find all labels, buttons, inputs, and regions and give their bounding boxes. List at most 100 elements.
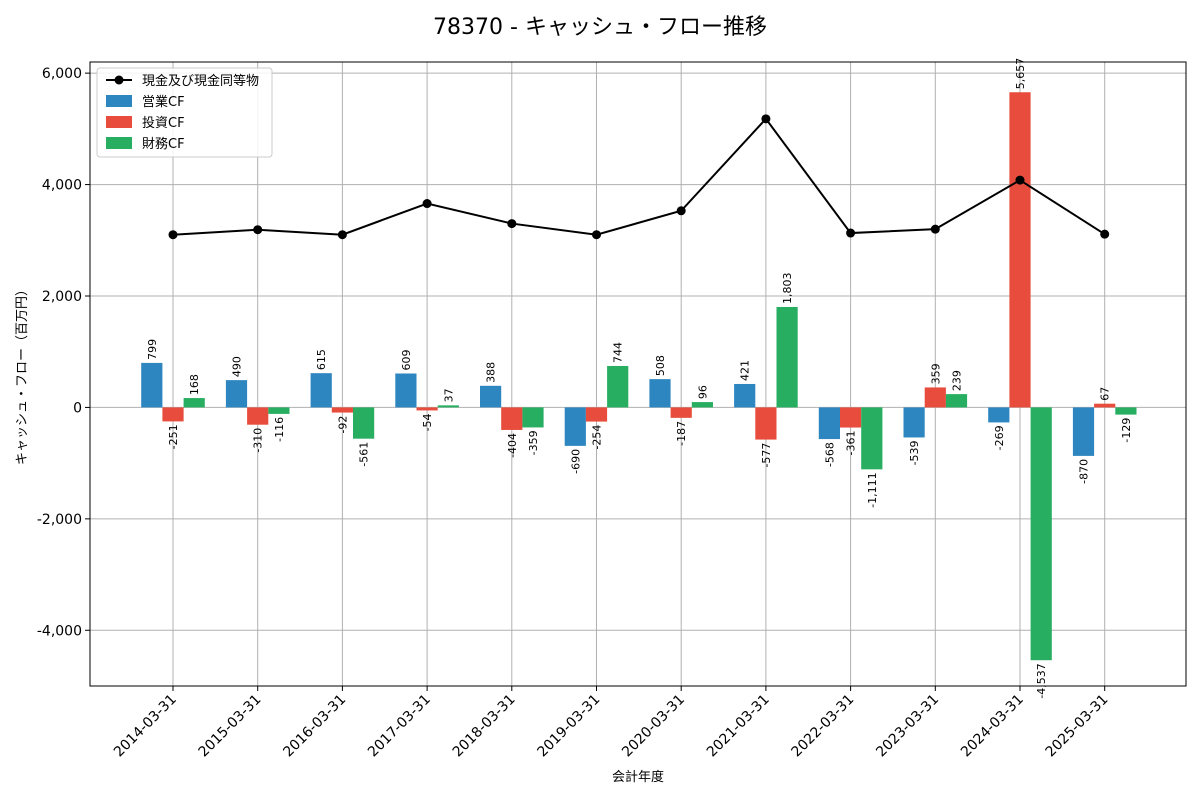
bar bbox=[564, 407, 586, 446]
bar-data-label: 168 bbox=[188, 374, 201, 395]
cash-point bbox=[676, 206, 686, 216]
x-tick-label: 2015-03-31 bbox=[196, 692, 265, 761]
bar bbox=[522, 407, 544, 428]
bar-data-label: -561 bbox=[358, 442, 371, 467]
bar bbox=[670, 407, 692, 418]
bar bbox=[395, 373, 417, 408]
bar-data-label: -404 bbox=[506, 433, 519, 458]
legend-frame bbox=[96, 67, 273, 158]
bar bbox=[649, 379, 671, 408]
x-tick-label: 2025-03-31 bbox=[1043, 692, 1112, 761]
bar bbox=[691, 402, 713, 408]
bar-layer bbox=[141, 92, 1137, 661]
bar-data-label: 5,657 bbox=[1014, 58, 1027, 90]
legend-label-cash: 現金及び現金同等物 bbox=[142, 73, 259, 89]
legend-label-financing: 財務CF bbox=[142, 137, 185, 152]
bar-data-label: -690 bbox=[569, 449, 582, 474]
legend: 現金及び現金同等物 営業CF 投資CF 財務CF bbox=[96, 67, 273, 158]
bar-data-label: 799 bbox=[146, 339, 159, 360]
x-tick-label: 2016-03-31 bbox=[280, 692, 349, 761]
bar bbox=[480, 385, 502, 408]
bar bbox=[268, 407, 290, 414]
bar bbox=[776, 306, 798, 408]
cash-point bbox=[253, 225, 263, 235]
bar bbox=[755, 407, 777, 440]
bar bbox=[903, 407, 925, 438]
x-tick-label: 2019-03-31 bbox=[534, 692, 603, 761]
bar bbox=[162, 407, 184, 422]
bar bbox=[141, 362, 163, 408]
bar-data-label: -254 bbox=[591, 425, 604, 450]
bar-data-label: -129 bbox=[1120, 418, 1133, 443]
x-tick-label: 2022-03-31 bbox=[789, 692, 858, 761]
bar-data-label: 239 bbox=[951, 370, 964, 391]
bar-data-label: -269 bbox=[993, 425, 1006, 450]
x-tick-label: 2024-03-31 bbox=[958, 692, 1027, 761]
cash-point bbox=[507, 219, 517, 229]
bar-data-label: -54 bbox=[421, 413, 434, 431]
bar bbox=[437, 405, 459, 408]
y-tick-label: 0 bbox=[73, 400, 82, 416]
cash-line bbox=[172, 117, 1106, 236]
legend-line-marker bbox=[114, 75, 124, 85]
bar bbox=[988, 407, 1010, 423]
bar-data-label: 1,803 bbox=[781, 272, 794, 304]
x-tick-label: 2021-03-31 bbox=[704, 692, 773, 761]
bar-data-label: -577 bbox=[760, 443, 773, 468]
legend-swatch-investing bbox=[106, 116, 132, 128]
bar-data-label: 615 bbox=[315, 349, 328, 370]
legend-swatch-financing bbox=[106, 137, 132, 149]
bar bbox=[225, 380, 248, 408]
cash-point bbox=[846, 228, 856, 238]
x-tick-label: 2014-03-31 bbox=[111, 692, 180, 761]
bar bbox=[734, 383, 756, 408]
bar-data-label: -187 bbox=[675, 421, 688, 446]
bar-data-label: 37 bbox=[442, 388, 455, 402]
bar-data-label: 744 bbox=[612, 342, 625, 363]
bar-data-label: -116 bbox=[273, 417, 286, 442]
cash-point bbox=[1100, 229, 1110, 239]
bar bbox=[840, 407, 862, 428]
bar-data-label: 421 bbox=[739, 360, 752, 381]
bar bbox=[247, 407, 269, 425]
cash-point bbox=[592, 230, 601, 240]
bar-data-label: -92 bbox=[336, 416, 349, 434]
bar bbox=[1115, 407, 1137, 415]
y-tick-label: -4,000 bbox=[37, 623, 82, 639]
x-tick-label: 2023-03-31 bbox=[873, 692, 942, 761]
bar-data-label: 388 bbox=[485, 362, 498, 383]
bar bbox=[331, 407, 353, 413]
y-tick-label: 4,000 bbox=[42, 178, 82, 194]
bar bbox=[945, 394, 968, 408]
bar bbox=[1009, 92, 1031, 408]
bar-data-label: -870 bbox=[1078, 459, 1091, 484]
bar-data-label: -568 bbox=[823, 442, 836, 467]
cash-point bbox=[1015, 175, 1025, 185]
x-tick-label: 2018-03-31 bbox=[450, 692, 519, 761]
chart-title: 78370 - キャッシュ・フロー推移 bbox=[433, 15, 767, 40]
plot-frame bbox=[89, 61, 1187, 687]
legend-swatch-operating bbox=[106, 95, 132, 107]
bar-data-label: -359 bbox=[527, 430, 540, 455]
bar bbox=[416, 407, 438, 411]
bar bbox=[861, 407, 883, 470]
label-layer: 799 490 615 609 388 -690 508 421 -568 -539 -269 -87… bbox=[146, 58, 1133, 699]
legend-label-operating: 営業CF bbox=[142, 94, 185, 110]
grid-layer bbox=[90, 62, 1186, 686]
bar-data-label: -310 bbox=[252, 428, 265, 453]
y-axis-label: キャッシュ・フロー（百万円） bbox=[15, 283, 30, 465]
cash-point bbox=[761, 114, 771, 124]
bar bbox=[501, 407, 523, 430]
bar bbox=[310, 373, 332, 408]
bar-data-label: 508 bbox=[654, 355, 667, 376]
bar bbox=[353, 407, 375, 439]
bar bbox=[1030, 407, 1052, 661]
cash-point bbox=[930, 224, 940, 234]
bar-data-label: -251 bbox=[167, 424, 180, 449]
bar-data-label: -361 bbox=[845, 431, 858, 456]
bar bbox=[183, 398, 205, 408]
bar bbox=[585, 407, 608, 422]
x-axis-label: 会計年度 bbox=[612, 769, 664, 785]
